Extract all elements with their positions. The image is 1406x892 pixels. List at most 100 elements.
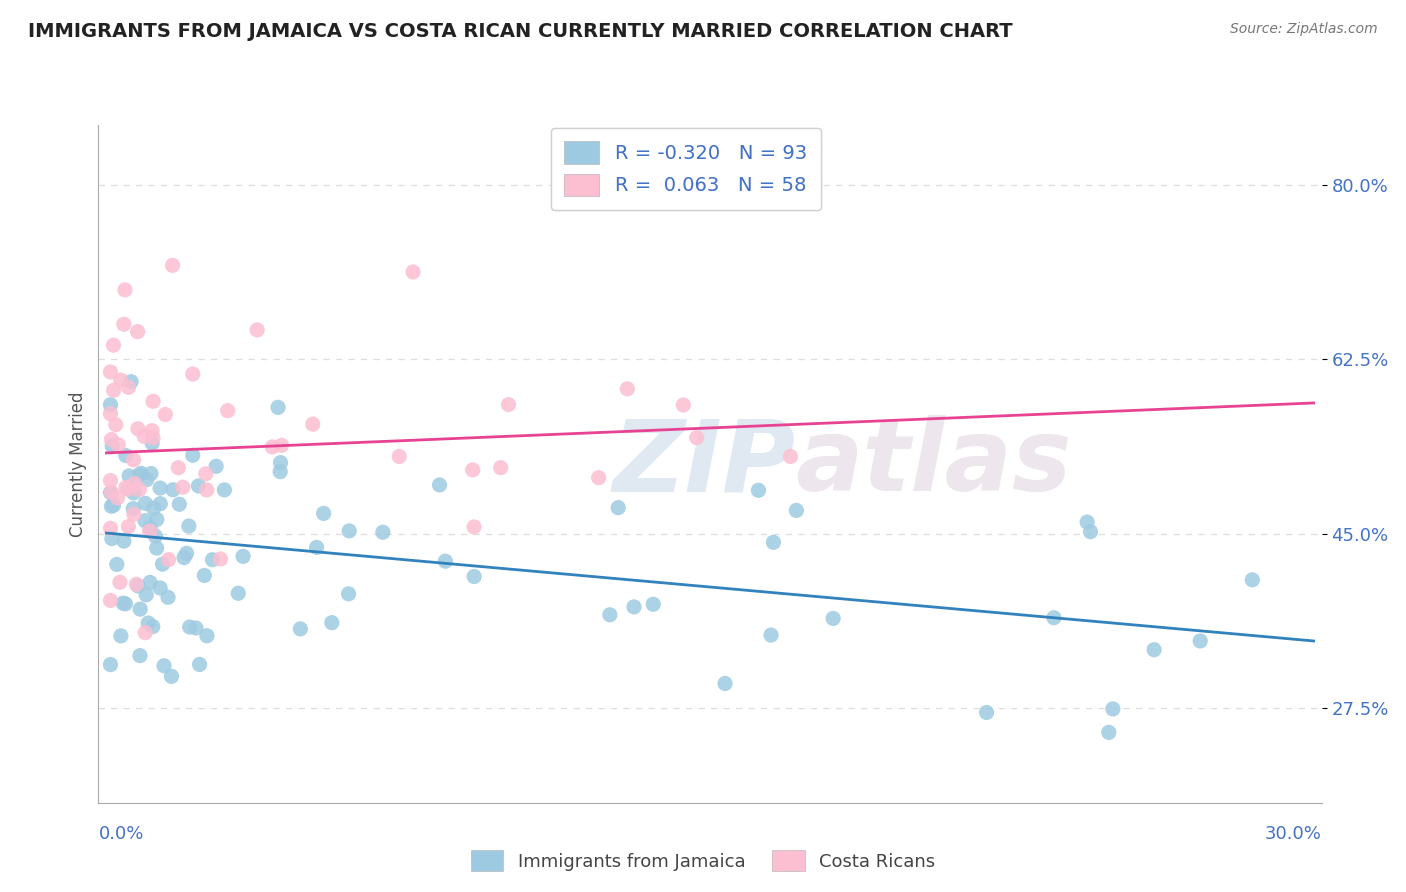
Point bbox=[1043, 611, 1066, 625]
Point bbox=[321, 615, 343, 630]
Point bbox=[162, 483, 184, 497]
Point bbox=[388, 450, 411, 464]
Point bbox=[103, 498, 125, 512]
Point bbox=[135, 473, 157, 487]
Point bbox=[267, 401, 290, 415]
Point bbox=[489, 460, 512, 475]
Point bbox=[402, 265, 425, 279]
Point bbox=[118, 469, 141, 483]
Point bbox=[129, 648, 152, 663]
Point bbox=[217, 403, 239, 417]
Point bbox=[100, 485, 122, 500]
Point bbox=[120, 375, 142, 389]
Legend: R = -0.320   N = 93, R =  0.063   N = 58: R = -0.320 N = 93, R = 0.063 N = 58 bbox=[551, 128, 821, 210]
Point bbox=[112, 534, 135, 549]
Point bbox=[142, 431, 165, 445]
Point bbox=[429, 478, 451, 492]
Point bbox=[101, 439, 124, 453]
Point bbox=[155, 408, 177, 422]
Point bbox=[205, 459, 228, 474]
Legend: Immigrants from Jamaica, Costa Ricans: Immigrants from Jamaica, Costa Ricans bbox=[464, 843, 942, 879]
Point bbox=[134, 429, 156, 443]
Point bbox=[108, 575, 131, 590]
Point bbox=[672, 398, 695, 412]
Point bbox=[184, 621, 207, 635]
Point bbox=[122, 508, 145, 522]
Point bbox=[759, 628, 782, 642]
Point bbox=[162, 258, 184, 272]
Text: 0.0%: 0.0% bbox=[98, 825, 143, 843]
Point bbox=[142, 619, 165, 633]
Point bbox=[139, 521, 162, 535]
Point bbox=[117, 519, 139, 533]
Point bbox=[138, 524, 160, 538]
Point bbox=[193, 568, 215, 582]
Point bbox=[463, 569, 485, 583]
Point bbox=[103, 384, 125, 398]
Point bbox=[262, 440, 284, 454]
Point bbox=[209, 552, 232, 566]
Point bbox=[779, 450, 801, 464]
Point bbox=[270, 438, 292, 452]
Point bbox=[201, 552, 224, 566]
Text: ZIP: ZIP bbox=[612, 416, 796, 512]
Point bbox=[290, 622, 312, 636]
Point bbox=[337, 524, 360, 538]
Point bbox=[371, 525, 394, 540]
Point bbox=[172, 480, 194, 494]
Point bbox=[107, 491, 129, 505]
Point bbox=[122, 486, 145, 500]
Point bbox=[127, 422, 149, 436]
Point bbox=[100, 365, 122, 379]
Point bbox=[129, 602, 152, 616]
Point bbox=[747, 483, 769, 498]
Point bbox=[149, 581, 172, 595]
Point bbox=[100, 521, 122, 535]
Point bbox=[160, 669, 183, 683]
Point bbox=[157, 552, 180, 566]
Point bbox=[269, 465, 291, 479]
Point bbox=[434, 554, 457, 568]
Point bbox=[187, 479, 209, 493]
Point bbox=[127, 325, 149, 339]
Point bbox=[100, 398, 122, 412]
Point bbox=[112, 596, 135, 610]
Point bbox=[1098, 725, 1121, 739]
Point bbox=[616, 382, 638, 396]
Point bbox=[110, 373, 132, 387]
Point bbox=[1076, 515, 1098, 529]
Point bbox=[623, 599, 645, 614]
Point bbox=[195, 629, 218, 643]
Point bbox=[129, 467, 152, 481]
Point bbox=[232, 549, 254, 564]
Point bbox=[169, 497, 191, 511]
Point bbox=[128, 467, 150, 482]
Point bbox=[686, 431, 709, 445]
Point bbox=[1143, 642, 1166, 657]
Point bbox=[104, 417, 127, 432]
Point bbox=[823, 611, 845, 625]
Point bbox=[134, 514, 156, 528]
Point bbox=[139, 467, 162, 481]
Point bbox=[246, 323, 269, 337]
Text: atlas: atlas bbox=[796, 416, 1073, 512]
Point bbox=[100, 433, 122, 447]
Point bbox=[149, 481, 172, 495]
Point bbox=[167, 460, 190, 475]
Point bbox=[107, 438, 129, 452]
Point bbox=[100, 485, 122, 500]
Point bbox=[122, 452, 145, 467]
Point bbox=[146, 512, 169, 526]
Point bbox=[110, 629, 132, 643]
Point bbox=[145, 541, 167, 555]
Text: 30.0%: 30.0% bbox=[1265, 825, 1322, 843]
Point bbox=[188, 657, 211, 672]
Point bbox=[114, 597, 136, 611]
Point bbox=[100, 657, 122, 672]
Point bbox=[588, 470, 610, 484]
Point bbox=[463, 520, 485, 534]
Point bbox=[149, 497, 172, 511]
Point bbox=[305, 541, 328, 555]
Point bbox=[135, 588, 157, 602]
Point bbox=[125, 577, 148, 591]
